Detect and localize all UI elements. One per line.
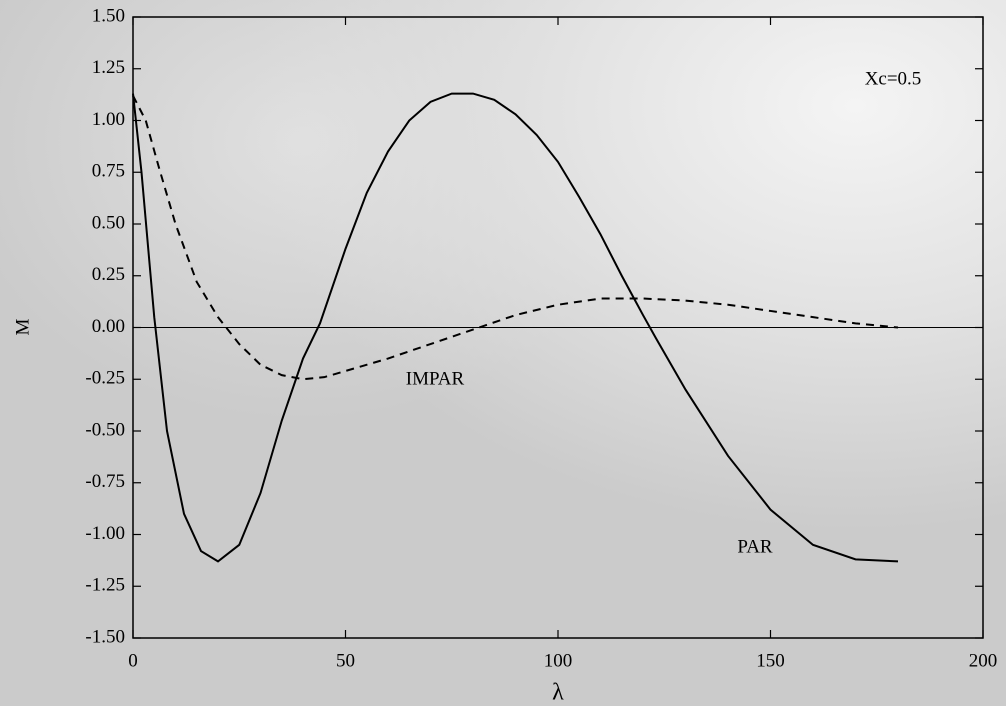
annotation: Xc=0.5 [865,68,922,89]
y-tick-label: -1.00 [85,523,125,544]
y-tick-label: -0.25 [85,368,125,389]
x-tick-label: 0 [128,650,138,671]
annotation: PAR [737,536,773,557]
y-tick-label: 1.25 [92,57,125,78]
y-axis-label: M [12,318,33,335]
y-tick-label: -0.75 [85,471,125,492]
x-tick-label: 100 [544,650,573,671]
annotation: IMPAR [406,368,465,389]
chart: Xc=0.5 IMPAR PAR M λ -1.50 -1.25 -1.00 -0.7… [0,0,1006,706]
y-tick-label: -1.50 [85,626,125,647]
x-tick-label: 50 [336,650,355,671]
y-tick-label: -1.25 [85,575,125,596]
series-line [133,96,898,380]
x-tick-label: 150 [756,650,785,671]
y-tick-label: -0.50 [85,419,125,440]
y-tick-label: 0.25 [92,264,125,285]
y-tick-label: 0.00 [92,316,125,337]
y-tick-label: 0.75 [92,161,125,182]
y-tick-label: 0.50 [92,212,125,233]
y-tick-label: 1.50 [92,5,125,26]
x-axis-label: λ [552,680,564,706]
y-tick-label: 1.00 [92,109,125,130]
x-tick-label: 200 [969,650,998,671]
